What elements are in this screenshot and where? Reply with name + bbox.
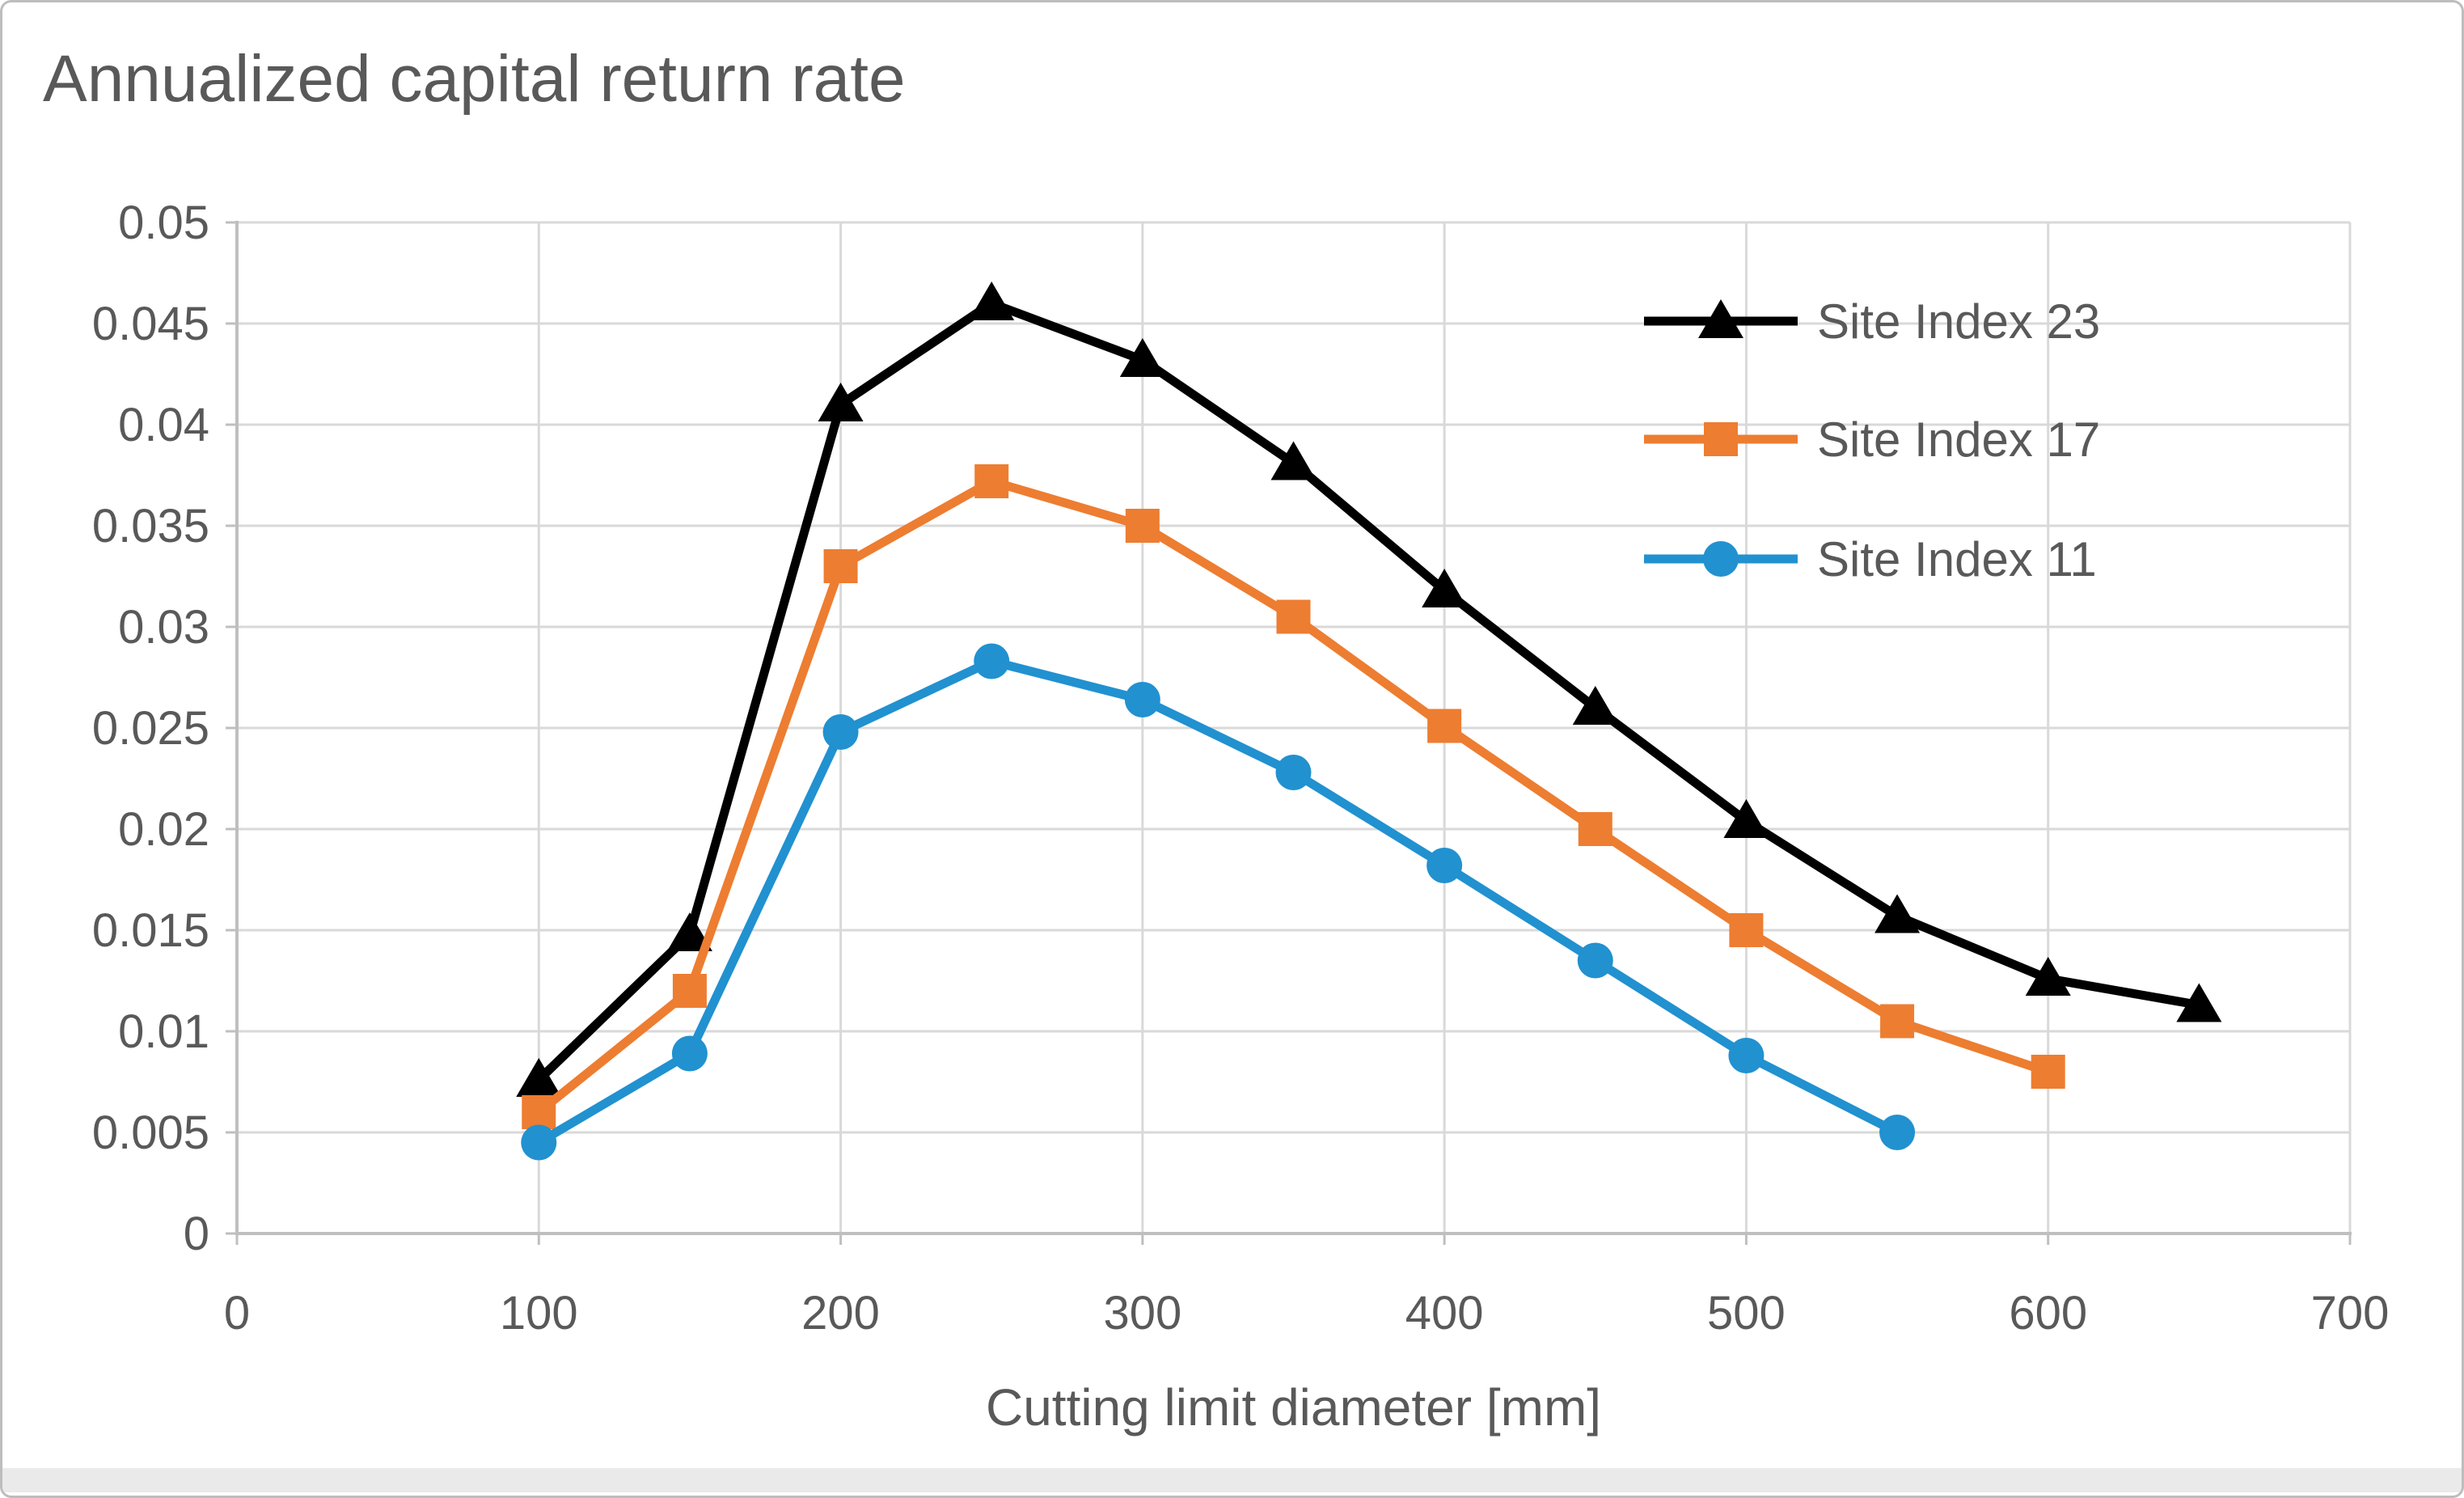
data-point-marker (823, 549, 858, 583)
data-point-marker (522, 1095, 556, 1129)
data-point-marker (1880, 1004, 1915, 1039)
data-point-marker (521, 1124, 557, 1161)
x-tick-label: 600 (2009, 1287, 2087, 1339)
x-tick-label: 100 (500, 1287, 578, 1339)
data-point-marker (1879, 1115, 1916, 1150)
data-point-marker (818, 383, 864, 421)
legend-item-site-index-23: Site Index 23 (1644, 294, 2100, 349)
y-tick-label: 0.025 (92, 702, 209, 755)
data-point-marker (1728, 1038, 1765, 1073)
x-tick-label: 0 (224, 1287, 250, 1339)
data-point-marker (969, 281, 1015, 320)
data-point-marker (1119, 338, 1165, 377)
x-tick-label: 700 (2311, 1287, 2390, 1339)
legend: Site Index 23 Site Index 17 Site Index 11 (1644, 294, 2100, 586)
y-tick-label: 0.05 (118, 197, 209, 249)
bottom-gray-strip (2, 1468, 2462, 1492)
y-tick-label: 0.035 (92, 500, 209, 552)
legend-label: Site Index 23 (1817, 294, 2100, 349)
data-point-marker (1698, 299, 1743, 338)
data-point-marker (1703, 541, 1739, 577)
data-point-marker (1578, 812, 1612, 846)
data-point-marker (666, 912, 712, 951)
data-point-marker (974, 464, 1009, 498)
y-tick-label: 0.045 (92, 298, 209, 350)
legend-label: Site Index 11 (1817, 532, 2097, 586)
data-point-marker (1276, 599, 1311, 634)
chart-title: Annualized capital return rate (43, 42, 906, 116)
data-point-marker (822, 714, 859, 750)
data-point-marker (2031, 1055, 2065, 1089)
data-point-marker (1426, 848, 1463, 883)
data-point-marker (1124, 682, 1160, 717)
y-tick-label: 0 (184, 1208, 209, 1260)
y-tick-label: 0.005 (92, 1107, 209, 1159)
series-site-index-23 (516, 281, 2222, 1097)
y-tick-label: 0.02 (118, 803, 209, 856)
data-point-marker (2025, 957, 2071, 996)
data-point-marker (1577, 942, 1613, 979)
series-line (536, 657, 1900, 1147)
y-tick-label: 0.015 (92, 904, 209, 957)
legend-item-site-index-17: Site Index 17 (1644, 413, 2100, 467)
data-point-marker (1270, 441, 1317, 480)
data-point-marker (2176, 983, 2222, 1022)
x-tick-label: 500 (1707, 1287, 1786, 1339)
x-axis-title: Cutting limit diameter [mm] (985, 1378, 1602, 1437)
series-site-index-11 (521, 643, 1916, 1161)
data-point-marker (672, 974, 707, 1008)
data-point-marker (1125, 509, 1160, 543)
x-tick-label: 300 (1103, 1287, 1181, 1339)
y-tick-label: 0.03 (118, 601, 209, 654)
legend-item-site-index-11: Site Index 11 (1644, 532, 2097, 586)
y-tick-label: 0.01 (118, 1005, 209, 1058)
x-tick-label: 200 (801, 1287, 880, 1339)
data-point-marker (1704, 422, 1738, 456)
data-point-marker (516, 1058, 562, 1097)
data-point-marker (1723, 799, 1769, 838)
data-point-marker (974, 643, 1010, 679)
data-point-marker (1572, 686, 1618, 725)
data-point-marker (1275, 755, 1312, 790)
data-point-marker (1729, 913, 1764, 947)
series-line (535, 298, 2200, 1083)
data-point-marker (671, 1035, 708, 1072)
legend-label: Site Index 17 (1817, 413, 2100, 467)
x-tick-label: 400 (1405, 1287, 1484, 1339)
series-site-index-17 (522, 464, 2065, 1129)
y-tick-label: 0.04 (118, 399, 209, 451)
data-point-marker (1422, 569, 1468, 607)
data-point-marker (1427, 709, 1462, 743)
data-point-marker (1874, 894, 1921, 933)
